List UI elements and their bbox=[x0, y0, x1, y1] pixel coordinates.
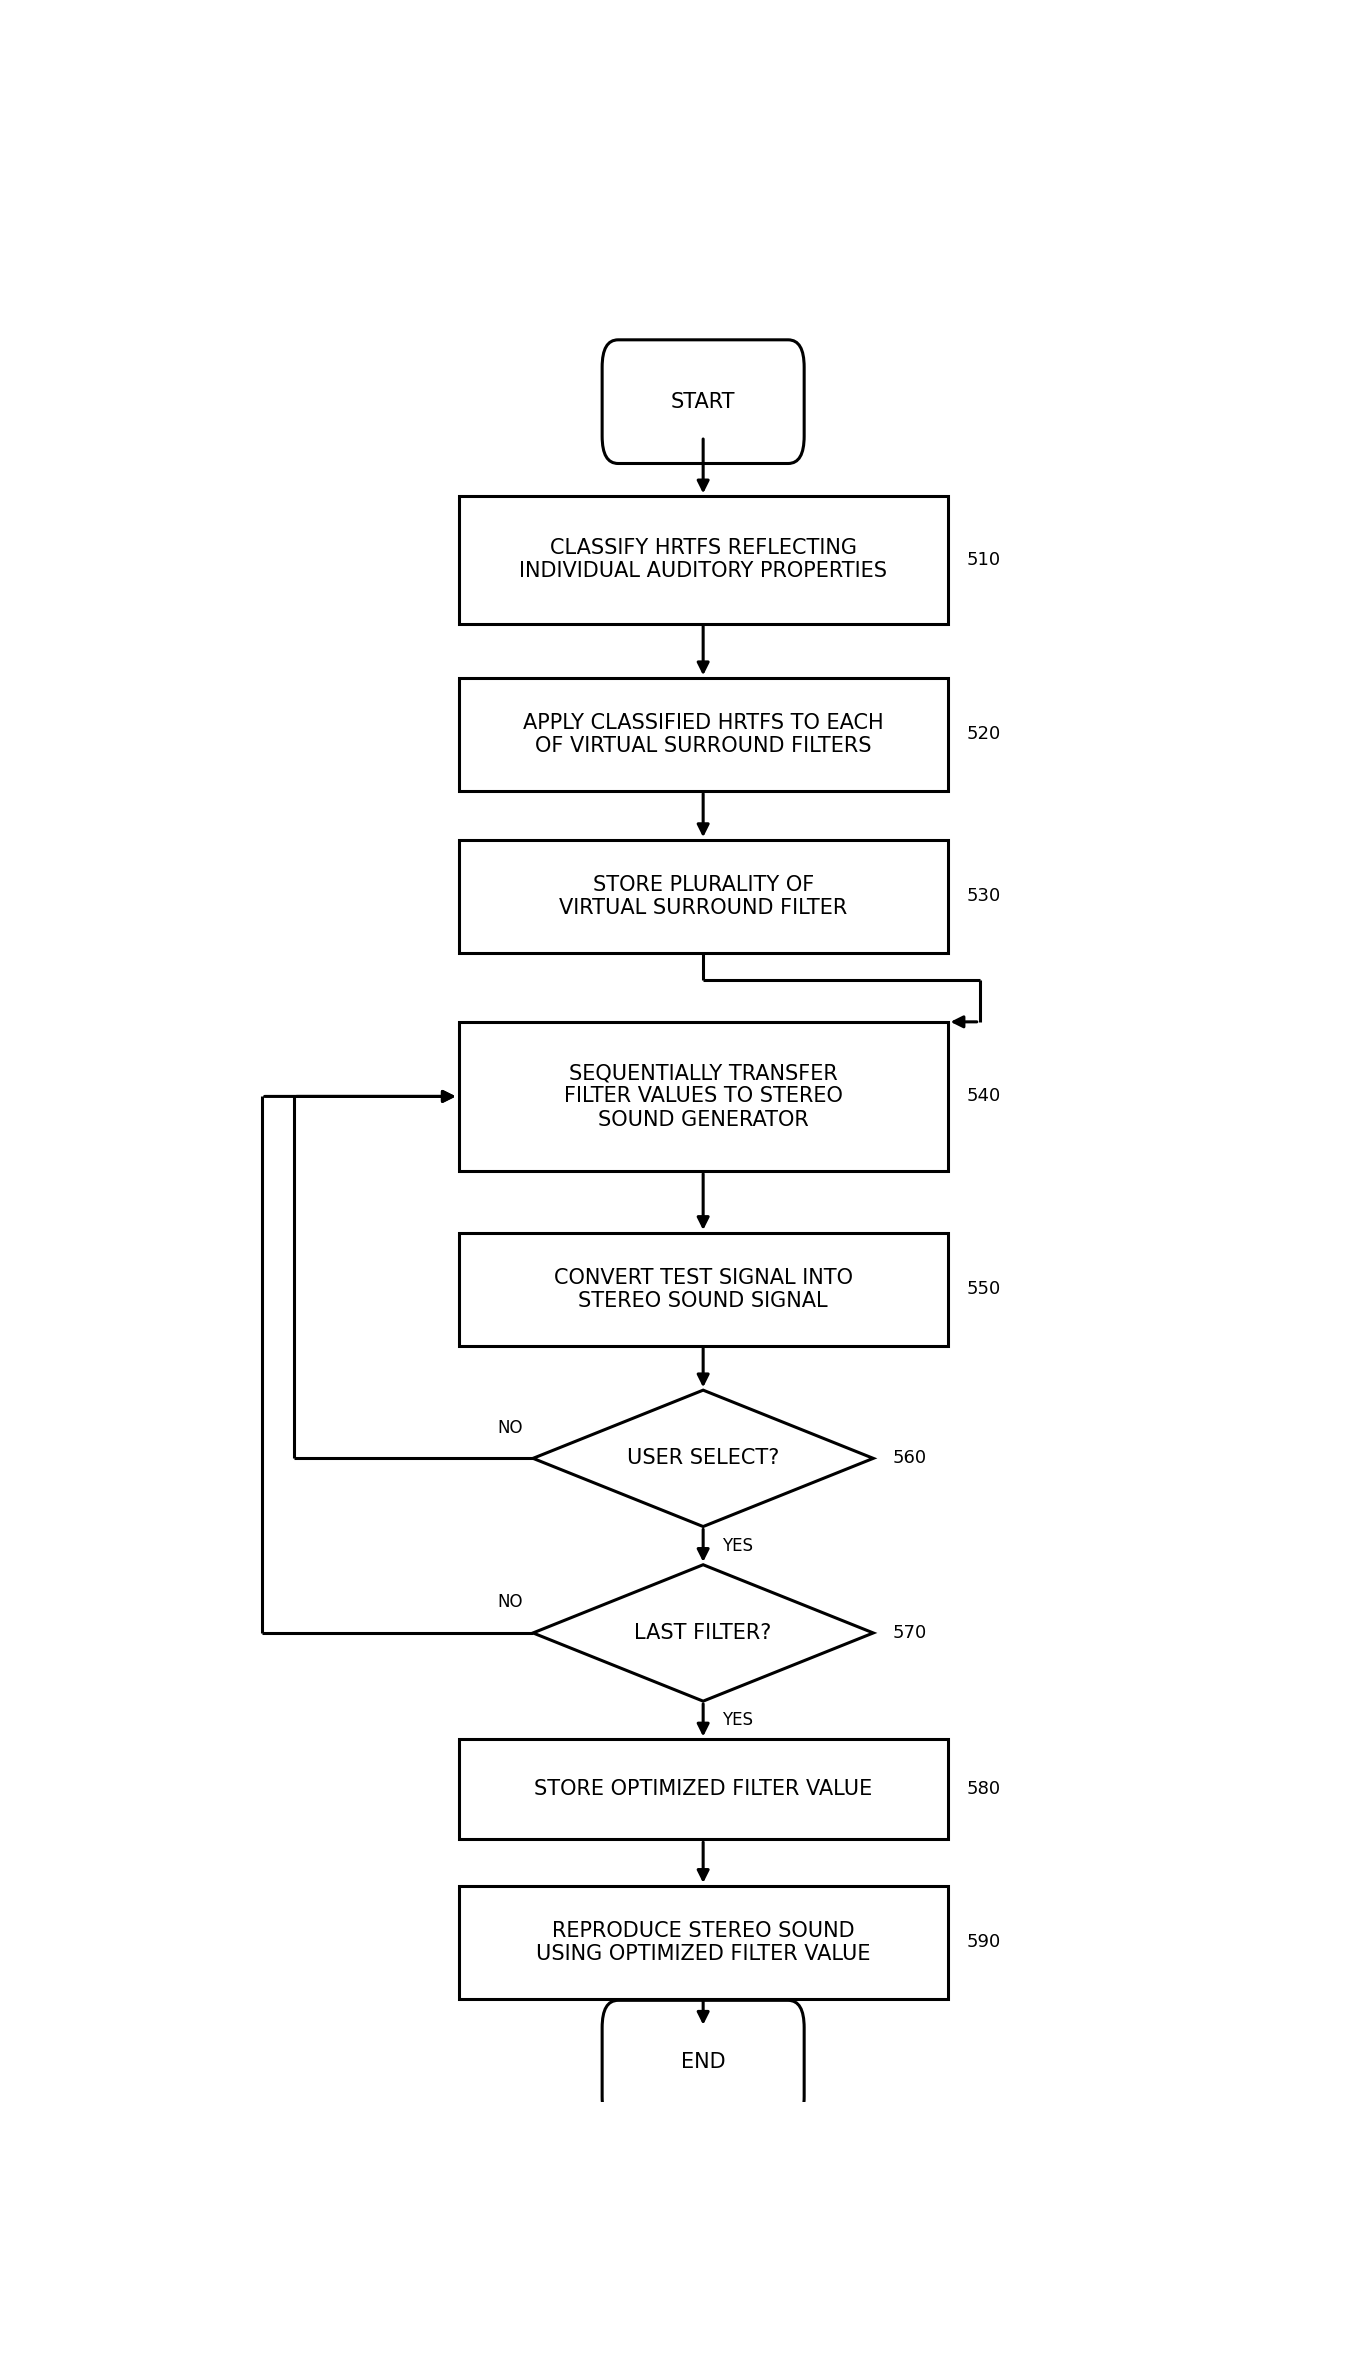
Polygon shape bbox=[532, 1391, 873, 1526]
Text: 510: 510 bbox=[967, 550, 1002, 569]
Text: 540: 540 bbox=[967, 1087, 1002, 1105]
Text: STORE OPTIMIZED FILTER VALUE: STORE OPTIMIZED FILTER VALUE bbox=[534, 1779, 873, 1800]
Text: STORE PLURALITY OF
VIRTUAL SURROUND FILTER: STORE PLURALITY OF VIRTUAL SURROUND FILT… bbox=[558, 874, 848, 919]
Text: 520: 520 bbox=[967, 725, 1002, 744]
Bar bbox=[458, 1738, 948, 1840]
Text: YES: YES bbox=[722, 1710, 753, 1729]
Bar bbox=[458, 1023, 948, 1172]
Text: 530: 530 bbox=[967, 888, 1002, 905]
Bar bbox=[458, 841, 948, 952]
Text: 560: 560 bbox=[892, 1450, 926, 1467]
Text: REPRODUCE STEREO SOUND
USING OPTIMIZED FILTER VALUE: REPRODUCE STEREO SOUND USING OPTIMIZED F… bbox=[536, 1920, 870, 1963]
Text: 550: 550 bbox=[967, 1280, 1002, 1299]
Text: 590: 590 bbox=[967, 1932, 1002, 1951]
Text: 570: 570 bbox=[892, 1625, 926, 1642]
Text: YES: YES bbox=[722, 1538, 753, 1554]
Text: LAST FILTER?: LAST FILTER? bbox=[634, 1623, 772, 1644]
Text: CLASSIFY HRTFS REFLECTING
INDIVIDUAL AUDITORY PROPERTIES: CLASSIFY HRTFS REFLECTING INDIVIDUAL AUD… bbox=[519, 539, 888, 581]
FancyBboxPatch shape bbox=[602, 2001, 804, 2123]
Polygon shape bbox=[532, 1564, 873, 1701]
FancyBboxPatch shape bbox=[602, 340, 804, 463]
Bar bbox=[458, 1233, 948, 1346]
Text: USER SELECT?: USER SELECT? bbox=[627, 1448, 779, 1469]
Text: NO: NO bbox=[497, 1420, 523, 1436]
Text: END: END bbox=[681, 2053, 726, 2071]
Bar bbox=[458, 496, 948, 624]
Text: NO: NO bbox=[497, 1592, 523, 1611]
Bar bbox=[458, 678, 948, 791]
Text: 580: 580 bbox=[967, 1781, 1002, 1797]
Text: CONVERT TEST SIGNAL INTO
STEREO SOUND SIGNAL: CONVERT TEST SIGNAL INTO STEREO SOUND SI… bbox=[554, 1268, 852, 1311]
Text: START: START bbox=[671, 392, 735, 411]
Text: APPLY CLASSIFIED HRTFS TO EACH
OF VIRTUAL SURROUND FILTERS: APPLY CLASSIFIED HRTFS TO EACH OF VIRTUA… bbox=[523, 713, 884, 756]
Text: SEQUENTIALLY TRANSFER
FILTER VALUES TO STEREO
SOUND GENERATOR: SEQUENTIALLY TRANSFER FILTER VALUES TO S… bbox=[564, 1063, 842, 1129]
Bar bbox=[458, 1885, 948, 1998]
